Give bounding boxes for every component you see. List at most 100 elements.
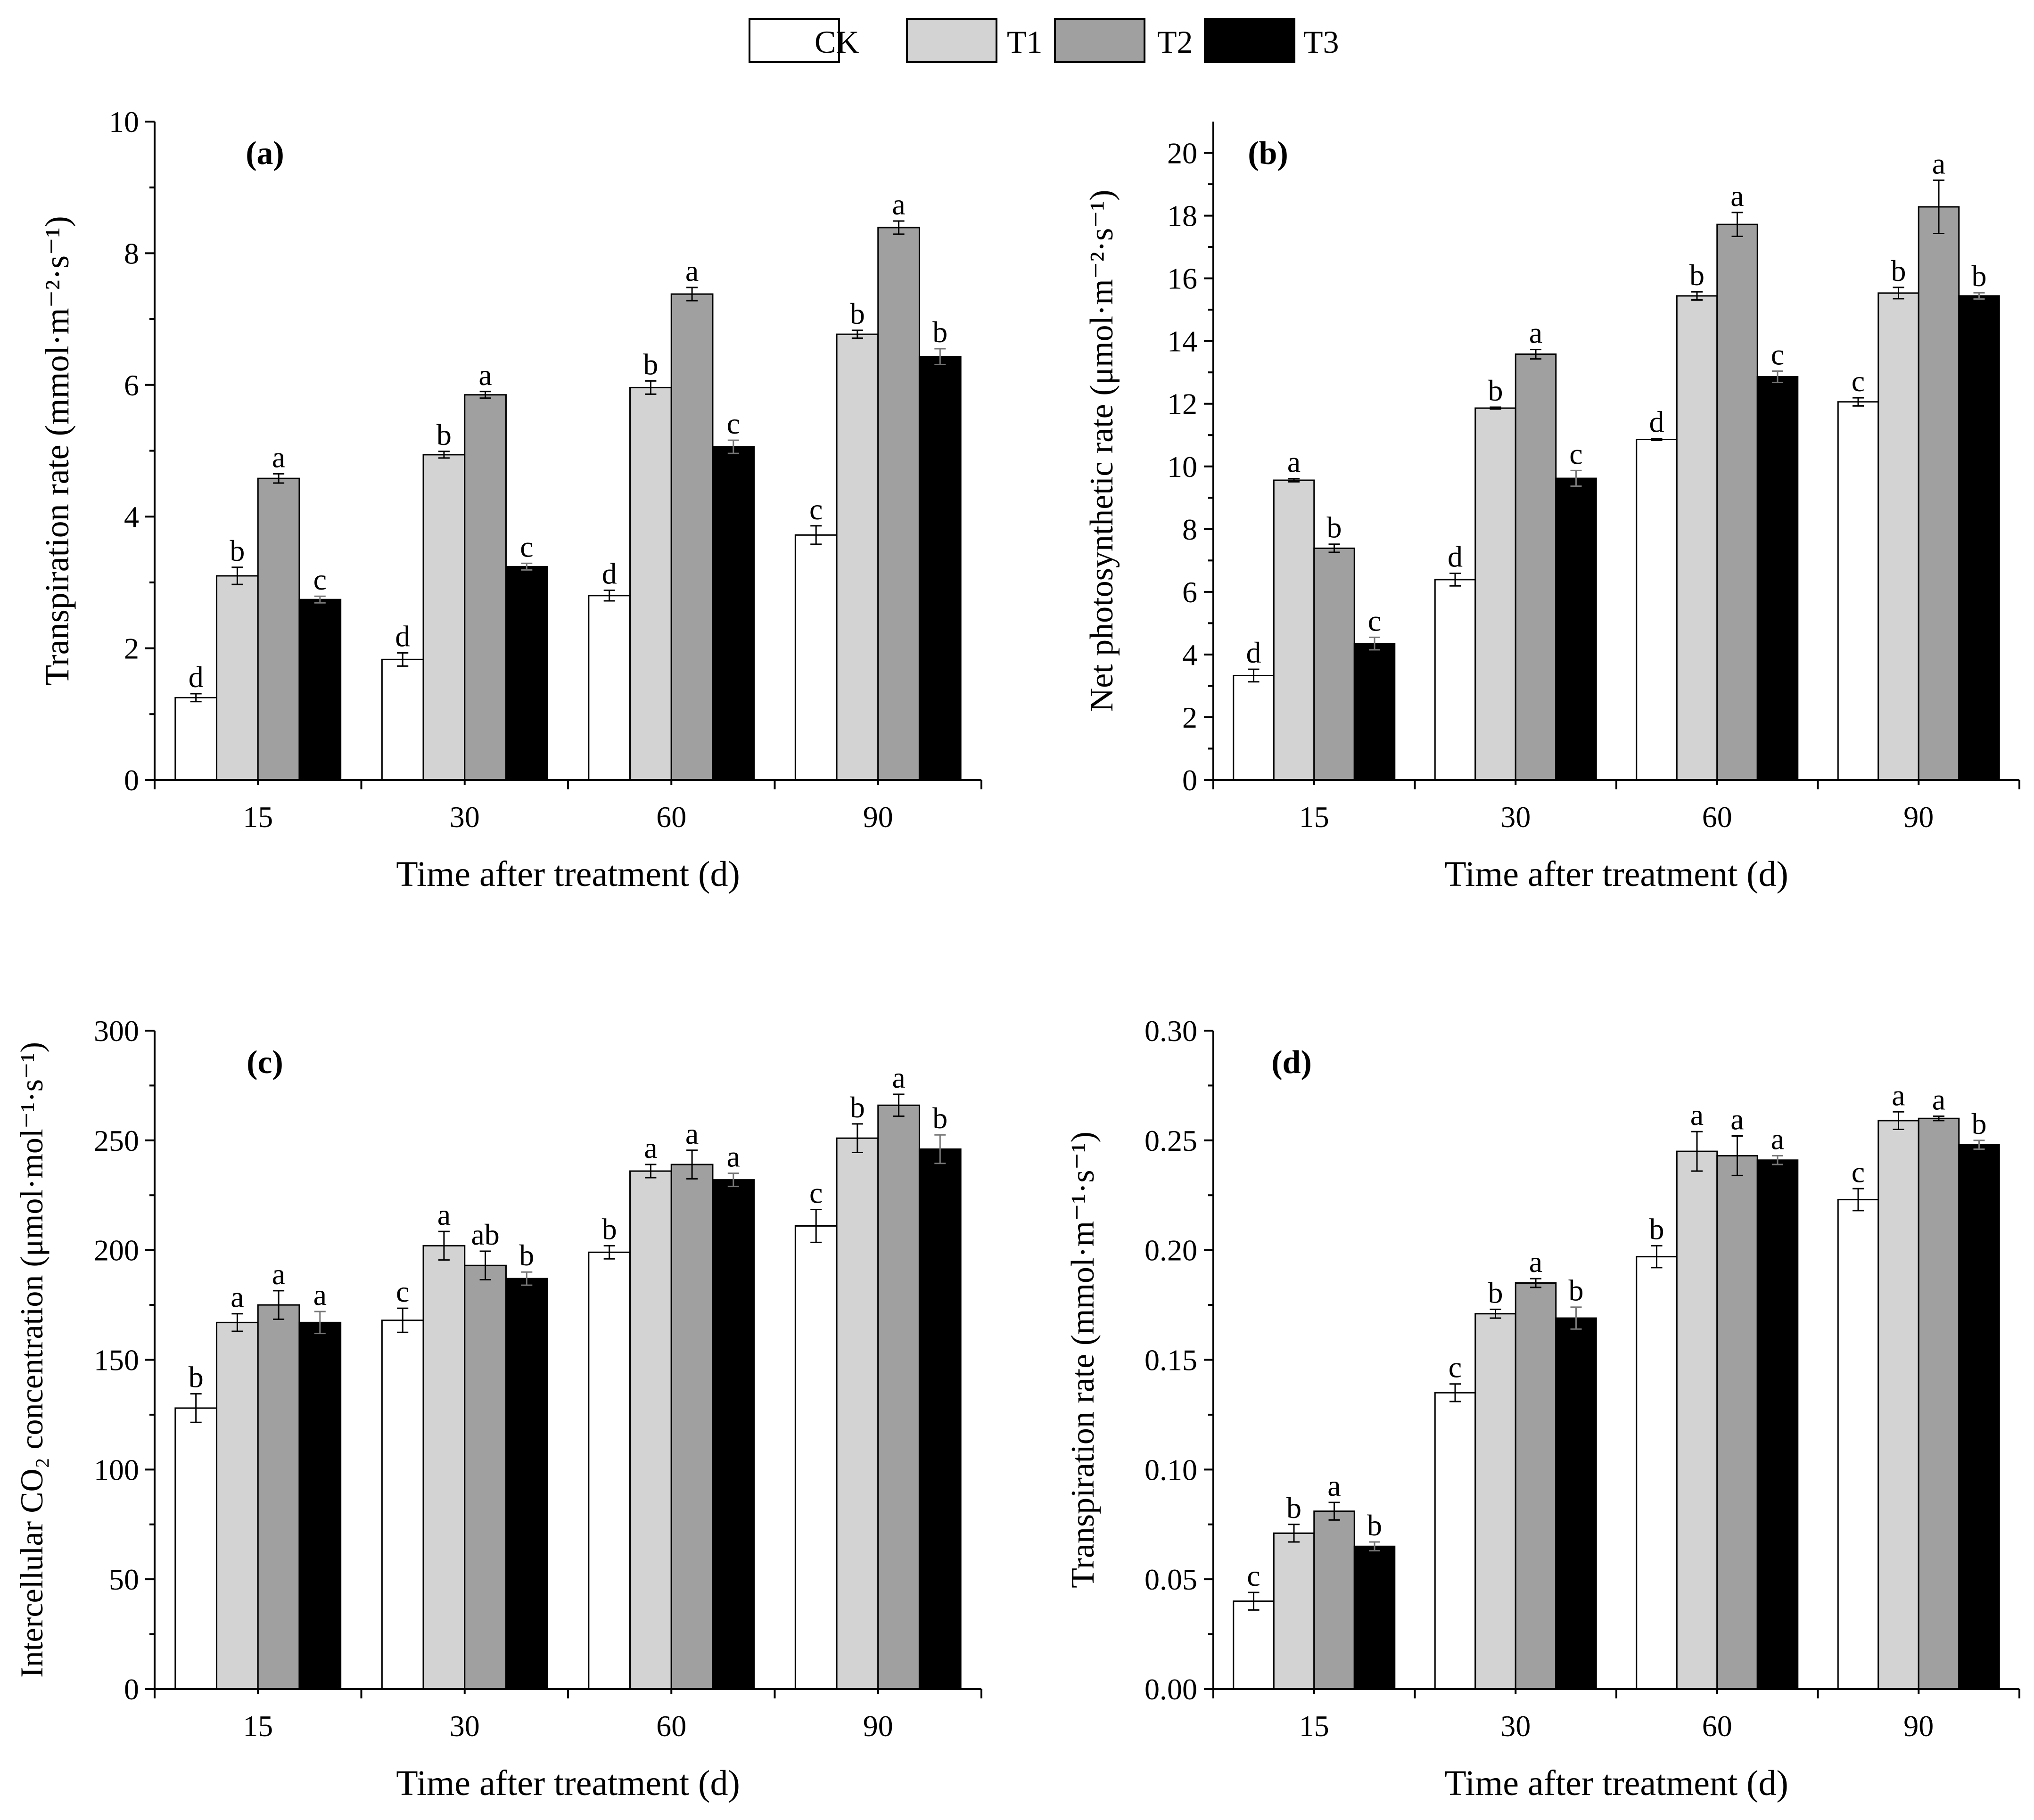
- error-bar-t1-60: [645, 1164, 657, 1179]
- panel-title: (a): [246, 135, 284, 172]
- significance-letter: b: [643, 347, 658, 381]
- significance-letter: b: [850, 1090, 865, 1124]
- bar-t1-15: [1273, 1532, 1315, 1690]
- significance-letter: a: [1529, 1245, 1542, 1279]
- error-bar-t1-30: [1490, 1308, 1501, 1319]
- bar-ck-60: [1636, 1256, 1678, 1690]
- bar-ck-90: [794, 534, 838, 781]
- significance-letter: b: [932, 1101, 947, 1135]
- bar-t3-15: [298, 598, 342, 781]
- y-tick-label: 0.05: [1145, 1563, 1197, 1596]
- y-tick-label: 0: [1182, 763, 1197, 797]
- bar-t3-90: [1958, 1144, 2000, 1690]
- panel-title: (b): [1248, 135, 1288, 172]
- bar-t1-60: [1676, 1150, 1718, 1690]
- bar-t1-60: [629, 1170, 672, 1690]
- bar-ck-90: [794, 1225, 838, 1690]
- x-tick-label: 90: [863, 800, 893, 834]
- y-tick-label: 16: [1167, 262, 1197, 295]
- bar-t1-90: [1878, 1120, 1919, 1690]
- error-bar-t1-15: [1288, 1524, 1300, 1543]
- y-tick-label: 12: [1167, 387, 1197, 421]
- significance-letter: a: [231, 1280, 244, 1314]
- error-bar-t2-60: [1731, 212, 1743, 237]
- significance-letter: a: [1529, 316, 1542, 350]
- error-bar-t2-90: [893, 1093, 905, 1117]
- significance-letter: a: [1932, 1083, 1945, 1116]
- significance-letter: a: [1287, 445, 1301, 479]
- y-tick-label: 10: [109, 105, 139, 139]
- significance-letter: d: [1246, 636, 1261, 669]
- significance-letter: c: [1569, 437, 1582, 470]
- significance-letter: a: [272, 1257, 285, 1291]
- bar-t3-90: [918, 356, 962, 781]
- bar-t2-90: [1918, 206, 1960, 781]
- y-tick-label: 100: [94, 1453, 139, 1486]
- x-tick-label: 60: [1702, 1709, 1732, 1743]
- error-bar-t2-15: [273, 473, 285, 484]
- error-bar-t2-60: [686, 1149, 698, 1180]
- y-tick-label: 0: [124, 1672, 139, 1706]
- error-bar-ck-15: [1248, 1591, 1260, 1611]
- error-bar-t3-30: [1570, 469, 1582, 487]
- error-bar-t2-30: [479, 391, 491, 399]
- error-bar-ck-60: [603, 1245, 615, 1260]
- error-bar-t2-15: [1328, 543, 1340, 553]
- bar-t2-30: [1515, 353, 1557, 781]
- significance-letter: a: [1730, 1103, 1744, 1136]
- significance-letter: b: [1327, 511, 1342, 544]
- significance-letter: c: [1247, 1559, 1260, 1592]
- error-bar-ck-90: [810, 1209, 822, 1243]
- error-bar-t1-90: [1893, 1111, 1904, 1131]
- error-bar-t3-60: [1772, 1155, 1783, 1165]
- error-bar-t1-60: [1691, 291, 1703, 301]
- legend: CK T1 T2 T3: [749, 18, 1339, 63]
- significance-letter: c: [727, 407, 740, 440]
- error-bar-t1-15: [231, 566, 243, 585]
- x-tick-label: 90: [1903, 1709, 1934, 1743]
- y-tick-label: 6: [124, 369, 139, 402]
- legend-label: T3: [1303, 24, 1339, 60]
- significance-letter: b: [1891, 254, 1906, 287]
- error-bar-t3-15: [1369, 1541, 1380, 1552]
- legend-label: T2: [1157, 24, 1193, 60]
- error-bar-t3-90: [934, 1134, 946, 1164]
- error-bar-t3-90: [934, 348, 946, 365]
- legend-item-t3: T3: [1204, 18, 1339, 63]
- bar-t1-30: [1474, 1313, 1516, 1690]
- bar-t3-15: [298, 1321, 342, 1690]
- error-bar-t1-90: [851, 1123, 863, 1153]
- significance-letter: c: [1852, 1155, 1865, 1189]
- bar-t2-15: [257, 477, 300, 781]
- bar-t2-30: [464, 394, 507, 781]
- bar-t3-30: [1555, 1317, 1597, 1690]
- x-axis-title: Time after treatment (d): [1444, 1763, 1788, 1803]
- significance-letter: a: [313, 1278, 327, 1312]
- x-tick-label: 60: [656, 1709, 686, 1743]
- y-tick-label: 0.00: [1145, 1672, 1197, 1706]
- bar-t3-15: [1353, 643, 1396, 781]
- significance-letter: b: [1286, 1491, 1301, 1525]
- x-tick-label: 60: [656, 800, 686, 834]
- bar-t3-60: [712, 1179, 755, 1690]
- significance-letter: c: [1449, 1351, 1462, 1384]
- bar-t3-90: [918, 1148, 962, 1690]
- bar-ck-90: [1837, 1199, 1879, 1690]
- panel-title: (c): [247, 1044, 283, 1081]
- significance-letter: b: [602, 1212, 617, 1246]
- significance-letter: c: [1852, 364, 1865, 398]
- y-tick-label: 18: [1167, 199, 1197, 233]
- y-tick-label: 300: [94, 1014, 139, 1048]
- error-bar-t2-60: [1731, 1135, 1743, 1176]
- error-bar-ck-30: [1449, 573, 1461, 587]
- error-bar-t3-30: [521, 1271, 533, 1286]
- error-bar-t1-30: [438, 1230, 450, 1261]
- significance-letter: a: [892, 1061, 905, 1094]
- error-bar-ck-15: [190, 693, 202, 703]
- error-bar-t1-90: [1893, 287, 1904, 300]
- error-bar-t2-15: [1328, 1501, 1340, 1521]
- significance-letter: a: [272, 440, 285, 474]
- significance-letter: c: [313, 563, 327, 596]
- y-tick-label: 2: [1182, 701, 1197, 734]
